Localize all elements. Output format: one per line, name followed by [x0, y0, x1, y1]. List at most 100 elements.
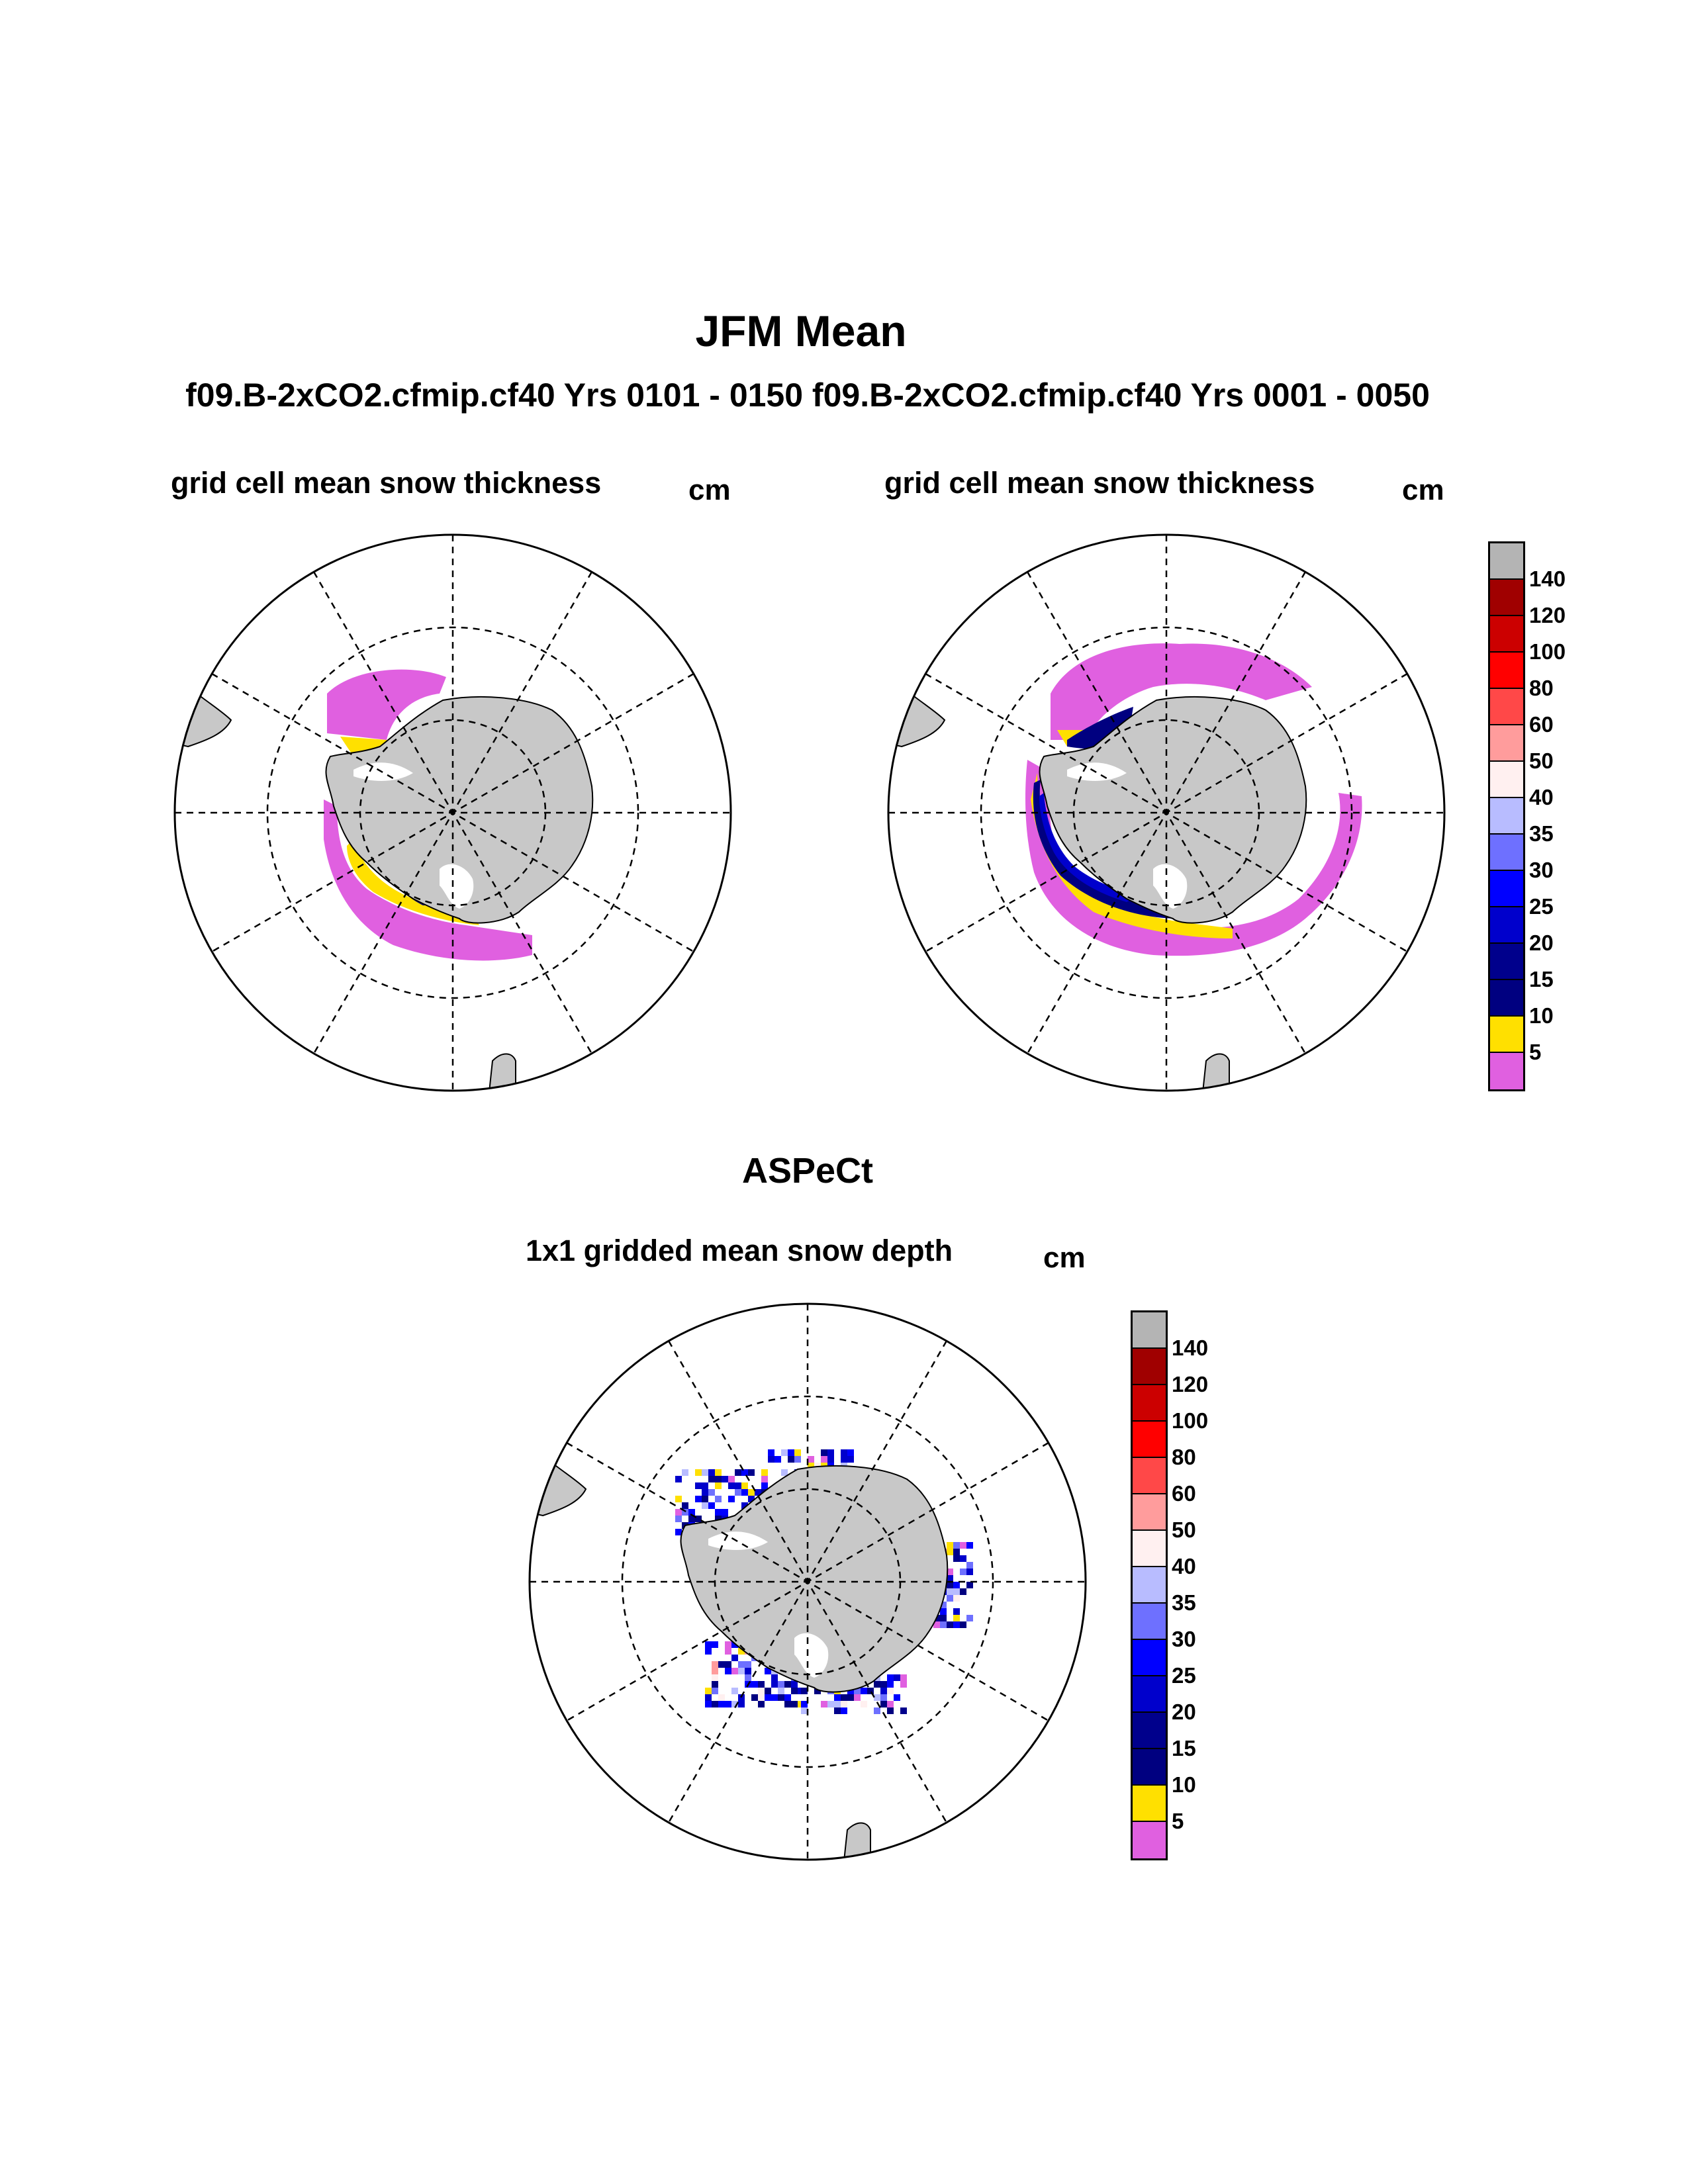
observation-pixel [947, 1542, 953, 1549]
colorbar-level-label: 100 [1172, 1408, 1209, 1433]
observation-pixel [874, 1707, 880, 1714]
colorbar-swatch [1133, 1312, 1166, 1349]
observation-pixel [814, 1688, 821, 1694]
observation-pixel [675, 1476, 682, 1482]
observation-pixel [940, 1602, 947, 1608]
observation-pixel [821, 1456, 827, 1463]
observation-pixel [702, 1482, 708, 1489]
observation-pixel [731, 1668, 738, 1674]
observation-pixel [841, 1449, 847, 1456]
observation-pixel [705, 1688, 712, 1694]
observation-pixel [728, 1476, 735, 1482]
colorbar-swatch [1133, 1458, 1166, 1494]
colorbar-swatch [1490, 762, 1523, 798]
observation-pixel [947, 1569, 953, 1575]
observation-pixel [712, 1674, 718, 1681]
colorbar-level-label: 80 [1529, 676, 1554, 700]
south-america [175, 692, 232, 748]
observation-pixel [834, 1701, 841, 1707]
observation-pixel [748, 1489, 755, 1496]
colorbar-swatch [1490, 653, 1523, 689]
observation-pixel [960, 1621, 966, 1628]
colorbar-level-label: 120 [1172, 1372, 1209, 1396]
colorbar-level-label: 15 [1172, 1736, 1196, 1760]
observation-pixel [821, 1449, 827, 1456]
colorbar-level-label: 30 [1172, 1627, 1196, 1651]
observation-pixel [702, 1502, 708, 1509]
observation-pixel [953, 1615, 960, 1621]
antarctica [1039, 696, 1307, 924]
observation-pixel [758, 1681, 765, 1688]
observation-pixel [702, 1496, 708, 1502]
observation-pixel [966, 1582, 973, 1588]
colorbar-swatch [1133, 1713, 1166, 1749]
colorbar-swatch [1490, 1053, 1523, 1089]
observation-pixel [695, 1496, 702, 1502]
observation-pixel [705, 1648, 712, 1655]
graticule [530, 1304, 1086, 1860]
observation-pixel [725, 1648, 731, 1655]
colorbar-level-label: 35 [1172, 1590, 1196, 1615]
observation-pixel [705, 1694, 712, 1701]
observation-pixel [738, 1668, 745, 1674]
observation-pixel [751, 1681, 758, 1688]
observation-pixel [708, 1502, 715, 1509]
observation-pixel [947, 1575, 953, 1582]
observation-pixel [735, 1469, 741, 1476]
colorbar-swatch [1490, 835, 1523, 871]
observation-pixel [778, 1688, 784, 1694]
observation-pixel [801, 1701, 808, 1707]
map-boundary [887, 533, 1446, 1092]
observation-pixel [751, 1694, 758, 1701]
observation-pixel [745, 1668, 751, 1674]
observation-pixel [715, 1509, 722, 1516]
observation-pixel [761, 1469, 768, 1476]
weddell-ice-shelf [708, 1531, 768, 1550]
antarctica [680, 1465, 949, 1693]
observation-pixel [827, 1449, 834, 1456]
observation-pixel [682, 1469, 688, 1476]
observation-pixel [758, 1688, 765, 1694]
observation-pixel [771, 1694, 778, 1701]
observation-pixel [728, 1496, 735, 1502]
observation-pixel [712, 1641, 718, 1648]
observation-pixel [725, 1668, 731, 1674]
observation-pixel [741, 1502, 748, 1509]
panel1-title: grid cell mean snow thickness [171, 466, 602, 500]
observation-pixel [801, 1707, 808, 1714]
colorbar-swatch [1490, 616, 1523, 653]
observation-pixel [738, 1701, 745, 1707]
observation-pixel [774, 1456, 781, 1463]
observation-pixel [738, 1648, 745, 1655]
observation-pixel [718, 1694, 725, 1701]
colorbar-level-label: 25 [1172, 1663, 1196, 1688]
observation-pixel [791, 1681, 798, 1688]
observation-pixel [953, 1621, 960, 1628]
observation-pixel [728, 1482, 735, 1489]
observation-pixel [705, 1701, 712, 1707]
colorbar-swatch [1133, 1604, 1166, 1640]
observation-pixel [695, 1482, 702, 1489]
weddell-ice-shelf [1067, 762, 1127, 781]
observation-pixel [947, 1582, 953, 1588]
snow-10cm-region [1031, 773, 1233, 938]
observation-pixel [768, 1456, 774, 1463]
colorbar-level-label: 100 [1529, 639, 1566, 664]
colorbar-swatch [1133, 1786, 1166, 1822]
observation-pixel [841, 1707, 847, 1714]
map-boundary [173, 533, 732, 1092]
observation-pixel [887, 1688, 894, 1694]
colorbar-swatch [1133, 1494, 1166, 1531]
graticule [888, 535, 1444, 1091]
ross-ice-shelf [794, 1633, 829, 1678]
colorbar-level-label: 60 [1172, 1481, 1196, 1506]
colorbar-level-label: 50 [1529, 749, 1554, 773]
colorbar-level-label: 35 [1529, 821, 1554, 846]
observation-pixel [682, 1509, 688, 1516]
subtitle: f09.B-2xCO2.cfmip.cf40 Yrs 0101 - 0150 f… [185, 377, 1430, 414]
observation-pixel [894, 1674, 900, 1681]
panel2-unit: cm [1402, 474, 1444, 506]
colorbar-level-label: 25 [1529, 894, 1554, 919]
observation-pixel [784, 1694, 791, 1701]
south-america [530, 1461, 587, 1517]
